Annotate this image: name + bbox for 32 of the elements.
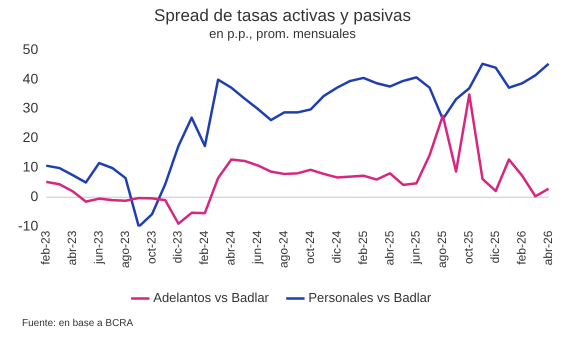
x-tick-label: ago-23 <box>118 230 132 268</box>
y-tick-label: 50 <box>22 40 38 57</box>
x-tick-label: dic-24 <box>329 230 344 264</box>
y-tick-label: -10 <box>18 217 38 234</box>
x-tick-label: ago-24 <box>276 230 291 268</box>
chart-title: Spread de tasas activas y pasivas <box>154 6 412 25</box>
legend-label: Personales vs Badlar <box>308 290 432 306</box>
y-tick-label: 20 <box>22 129 38 146</box>
x-tick-label: abr-25 <box>382 230 396 266</box>
x-tick-label: jun-24 <box>250 230 264 265</box>
x-tick-label: dic-25 <box>488 230 502 264</box>
x-tick-label: abr-24 <box>224 230 238 266</box>
x-tick-label: oct-24 <box>302 230 317 264</box>
x-tick-label: abr-26 <box>540 230 555 266</box>
x-tick-label: ago-25 <box>435 230 450 268</box>
chart-subtitle: en p.p., prom. mensuales <box>209 26 356 41</box>
x-tick-label: jun-23 <box>91 230 106 265</box>
x-tick-label: feb-23 <box>38 230 53 265</box>
x-tick-label: abr-23 <box>64 230 79 266</box>
x-tick-label: feb-26 <box>514 230 528 265</box>
x-tick-label: jun-25 <box>408 230 423 265</box>
y-tick-label: 10 <box>22 158 38 175</box>
y-tick-label: 30 <box>22 100 38 116</box>
y-tick-label: 40 <box>22 70 38 86</box>
x-tick-label: feb-25 <box>356 230 370 265</box>
x-tick-label: oct-25 <box>462 230 476 264</box>
x-tick-label: dic-23 <box>170 230 185 264</box>
x-tick-label: oct-23 <box>144 230 158 264</box>
y-tick-label: 0 <box>30 188 38 204</box>
legend-label: Adelantos vs Badlar <box>153 290 270 306</box>
x-tick-label: feb-24 <box>197 230 212 265</box>
source-note: Fuente: en base a BCRA <box>22 318 134 329</box>
